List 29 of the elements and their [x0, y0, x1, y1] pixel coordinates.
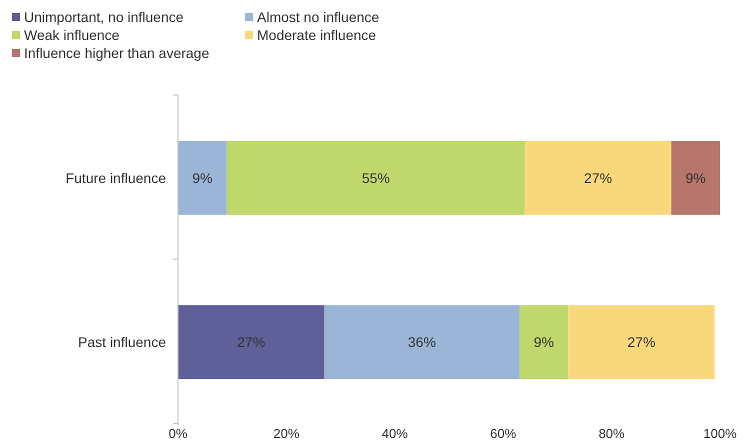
data-label: 55% — [362, 170, 390, 186]
bar — [519, 305, 568, 380]
x-tick-label: 0% — [168, 426, 188, 441]
legend-label: Moderate influence — [257, 26, 376, 43]
bar — [568, 305, 715, 380]
x-tick-label: 80% — [598, 426, 626, 441]
x-tick-label: 60% — [490, 426, 517, 441]
data-label: 9% — [685, 170, 706, 186]
legend-label: Almost no influence — [257, 8, 380, 25]
data-label: 27% — [627, 334, 656, 350]
x-tick-label: 40% — [382, 426, 408, 441]
bar — [671, 140, 720, 215]
bar — [226, 140, 525, 215]
data-label: 36% — [408, 334, 436, 350]
legend-label: Influence higher than average — [24, 44, 210, 61]
bar — [178, 140, 227, 215]
data-label: 27% — [584, 170, 612, 186]
bar — [524, 140, 672, 215]
bar — [178, 305, 324, 380]
data-label: 9% — [192, 170, 213, 186]
legend-label: Weak influence — [24, 26, 120, 43]
x-tick-label: 100% — [703, 426, 738, 441]
legend-label: Unimportant, no influence — [24, 8, 184, 25]
data-label: 27% — [237, 334, 266, 350]
y-tick-label: Past influence — [78, 334, 166, 350]
bar — [324, 305, 520, 380]
x-tick-label: 20% — [273, 426, 300, 441]
data-label: 9% — [534, 334, 554, 350]
y-tick-label: Future influence — [66, 170, 166, 186]
